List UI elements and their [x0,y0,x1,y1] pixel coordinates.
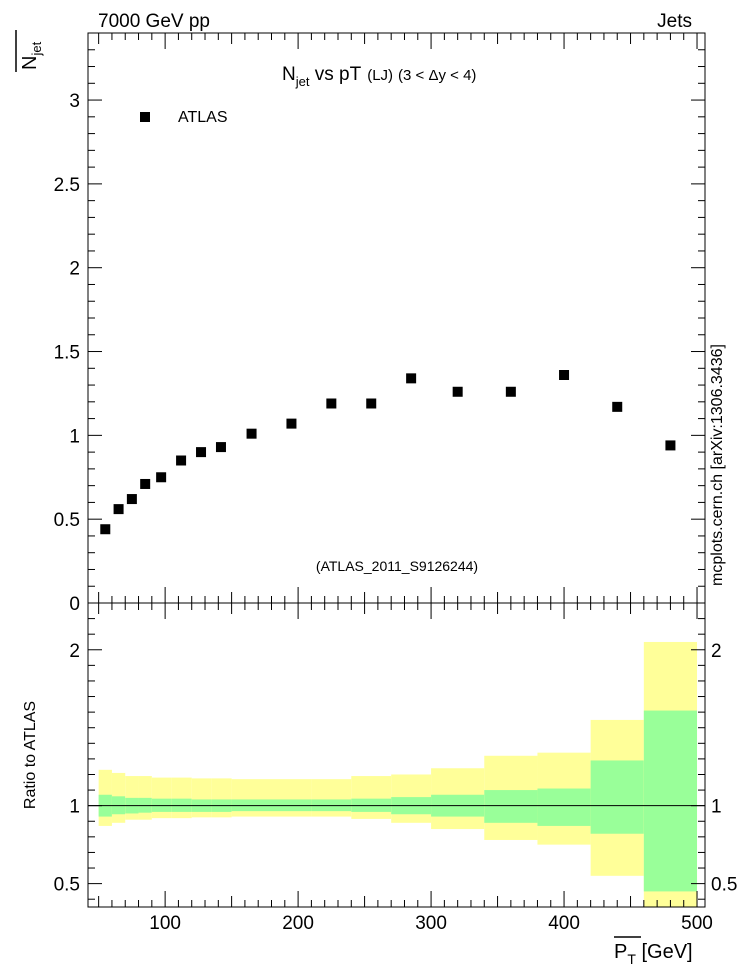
plot-title-range: (3 < Δy < 4) [398,67,476,84]
plot-title: Njet vs pT (LJ) (3 < Δy < 4) [282,64,476,89]
ratio-y-tick-label-left: 0.5 [54,875,80,896]
legend-marker-atlas [140,112,150,122]
x-tick-label: 300 [415,913,447,934]
data-point-atlas [196,447,207,458]
data-point-atlas [140,478,151,489]
ratio-band-green-17 [643,710,698,892]
ratio-y-tick-label-left: 2 [69,641,80,662]
data-point-atlas [286,418,297,429]
data-point-atlas [246,428,257,439]
x-tick-label: 400 [548,913,580,934]
data-points [100,370,676,535]
data-point-atlas [326,398,337,409]
data-point-atlas [113,504,124,515]
ratio-y-axis-label: Ratio to ATLAS [22,701,39,809]
main-y-tick-label: 0.5 [54,510,80,531]
svg-text:PT [GeV]: PT [GeV] [614,941,693,967]
data-point-atlas [215,442,226,453]
ratio-y-tick-label-left: 1 [69,797,80,818]
main-y-tick-label: 1.5 [54,343,80,364]
data-point-atlas [126,494,137,505]
analysis-label: (ATLAS_2011_S9126244) [316,558,478,574]
plot-title-rest: vs pT [309,64,361,85]
ratio-band-yellow-11 [351,776,392,819]
ratio-band-yellow-5 [171,777,192,819]
ratio-plot-frame [87,602,706,908]
ratio-bands [98,641,698,907]
ratio-axis-ticks: 0.5 0.5 1 1 2 2 [54,618,737,900]
energy-label: 7000 GeV pp [98,11,210,32]
ratio-y-tick-label-right: 0.5 [711,875,737,896]
data-point-atlas [100,524,111,535]
data-point-atlas [559,370,570,380]
y-axis-label-main: N [19,56,41,70]
x-tick-label: 500 [681,913,713,934]
data-point-atlas [505,386,516,397]
data-point-atlas [176,455,187,466]
main-y-tick-label: 1 [69,426,80,447]
data-point-atlas [665,440,676,451]
legend-label-atlas: ATLAS [178,109,228,126]
main-y-tick-label: 3 [69,91,80,112]
category-label: Jets [657,11,692,32]
data-point-atlas [452,386,463,397]
x-tick-label: 200 [282,913,314,934]
ratio-band-green-15 [537,788,591,826]
data-point-atlas [156,472,167,483]
svg-text:Njet: Njet [19,41,44,70]
data-point-atlas [406,373,417,384]
ratio-y-tick-label-right: 2 [711,641,722,662]
ratio-band-yellow-4 [151,777,172,819]
x-axis-ticks: 100 200 300 400 500 [98,33,713,934]
side-label: mcplots.cern.ch [arXiv:1306.3436] [709,344,726,586]
main-axis-ticks: 0 0.5 1 1.5 2 2.5 3 [54,32,705,615]
x-axis-label-sub: T [627,951,636,967]
main-y-tick-label: 2.5 [54,175,80,196]
x-axis-label-main: P [614,941,627,963]
plot-title-sub: jet [295,74,310,89]
y-axis-label: Njet [15,30,44,72]
data-point-atlas [612,401,623,412]
x-axis-label-unit: [GeV] [636,941,693,963]
main-y-tick-label: 0 [69,594,80,615]
plot-title-main: N [282,64,296,85]
y-axis-label-sub: jet [29,41,44,56]
ratio-band-green-14 [484,790,538,823]
ratio-y-tick-label-right: 1 [711,797,722,818]
plot-title-selection: (LJ) [367,67,393,84]
x-tick-label: 100 [149,913,181,934]
main-y-tick-label: 2 [69,259,80,280]
ratio-band-green-16 [590,760,644,834]
x-axis-label: PT [GeV] [614,936,693,967]
data-point-atlas [366,398,377,409]
